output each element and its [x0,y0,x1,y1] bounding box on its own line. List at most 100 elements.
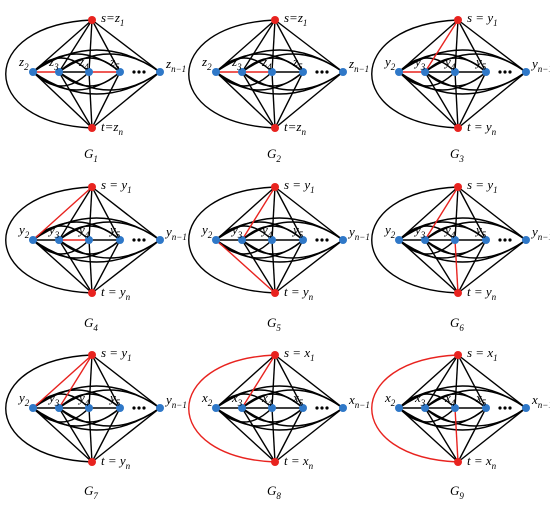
edge [88,71,93,129]
node-sink [454,289,462,297]
edge [58,71,121,87]
node-label-main: s=z [101,10,120,25]
node-label: y2 [383,54,396,72]
node-label-sub: 3 [237,230,243,240]
node-label-main: y [164,224,172,239]
node-label-sub: n−1 [172,232,187,242]
edge [274,407,344,463]
edge [424,407,527,427]
graph-caption-main: G [84,315,94,330]
edge [241,239,276,294]
node-label: x4 [261,390,273,408]
edge [271,239,276,294]
node-label-sub: 3 [237,398,243,408]
node [156,404,164,412]
ellipsis-dot [132,70,136,74]
edge [274,354,304,409]
edge [241,239,344,259]
graph-caption: G7 [84,483,98,501]
node-label-main: s = x [467,345,493,360]
ellipsis-dot [142,238,146,242]
node-label-main: y [443,222,451,237]
node-label-sub: n [301,127,306,137]
edge [274,407,304,463]
node-label: y2 [17,222,30,240]
node-label-main: x [348,392,355,407]
graph-caption-sub: 1 [93,154,98,164]
edge [457,186,487,241]
ellipsis-dot [132,238,136,242]
edge [424,389,527,409]
node-label-main: z [292,54,298,69]
node-label-main: y [530,224,538,239]
node-label: z5 [109,54,120,72]
edge [457,186,527,241]
node-label-main: s = x [284,345,310,360]
node-label-sub: 2 [391,398,396,408]
edge [424,239,459,294]
node-label-main: z [261,54,267,69]
edge [58,239,161,259]
node-label: y3 [230,222,243,240]
edge [371,19,459,129]
node [29,404,37,412]
node-label-sub: n [492,127,497,137]
node [421,236,429,244]
node-label-sub: 2 [207,62,212,72]
ellipsis-dot [498,70,502,74]
node-label-sub: 3 [54,398,60,408]
edge [241,53,344,73]
node-label-main: t = x [284,453,309,468]
edge [88,354,93,409]
node-label-sub: n−1 [172,400,187,410]
edge [241,393,304,409]
node-label-sub: 3 [236,62,242,72]
edge [271,19,276,73]
node-label: y4 [77,390,90,408]
edge [58,239,121,255]
node-label: yn−1 [530,56,550,74]
node-label-main: y [413,54,421,69]
graph-caption: G2 [267,146,281,164]
edge-highlight [454,239,459,294]
node [238,236,246,244]
node-label-main: y [413,222,421,237]
node-label-main: y [77,390,85,405]
edge [424,407,459,463]
node-source [454,16,462,24]
ellipsis-dot [320,70,324,74]
node-label-main: y [347,224,355,239]
edge [241,407,276,463]
edge [454,354,459,409]
node-label-sub: 3 [420,62,426,72]
node-label-sub: n−1 [538,232,550,242]
edge-highlight [424,19,459,73]
edge [88,19,93,73]
node [395,404,403,412]
edge [241,239,304,255]
edge [241,221,344,241]
node-label-sub: 2 [25,398,30,408]
edge [454,19,459,73]
node [238,68,246,76]
node-label: yn−1 [164,224,187,242]
node [522,68,530,76]
node-label-sub: 1 [310,185,315,195]
ellipsis-dot [325,70,329,74]
node-label-main: t = y [467,284,492,299]
node-sink [271,124,279,132]
edge [241,71,304,87]
node [212,404,220,412]
edge [58,221,161,241]
node [85,404,93,412]
node-sink [88,458,96,466]
node [85,68,93,76]
node-label-main: z [165,56,171,71]
node-label: y4 [77,222,90,240]
node-label: s = y1 [284,177,315,195]
node-label-sub: 5 [299,398,304,408]
node-label: x2 [201,390,213,408]
node [85,236,93,244]
node-source [454,183,462,191]
